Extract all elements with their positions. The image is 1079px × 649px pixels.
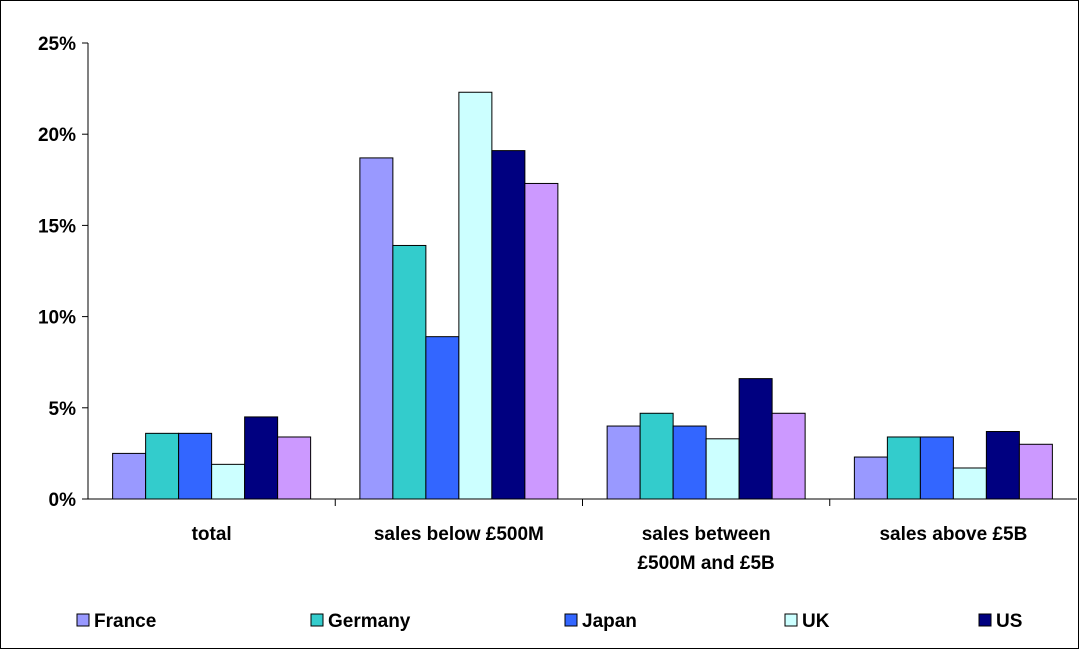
- legend-label-uk: UK: [802, 611, 830, 632]
- legend-label-japan: Japan: [582, 611, 637, 632]
- legend-swatch-us: [978, 613, 992, 627]
- bar-japan-1: [425, 336, 460, 500]
- bar-france-0: [112, 452, 147, 500]
- legend-swatch-france: [76, 613, 90, 627]
- bar-japan-0: [178, 432, 213, 500]
- category-label: sales above £5B: [879, 524, 1027, 545]
- axes-layer: [82, 42, 1077, 506]
- y-tick-label: 5%: [49, 399, 77, 420]
- bar-france-2: [606, 425, 641, 500]
- bar-us-3: [985, 431, 1020, 500]
- bar-japan-3: [919, 436, 954, 500]
- legend-swatch-uk: [784, 613, 798, 627]
- bar-series6-2: [771, 412, 806, 500]
- legend-label-france: France: [94, 611, 156, 632]
- bar-germany-2: [639, 412, 674, 500]
- category-label: £500M and £5B: [637, 553, 774, 574]
- legend-label-germany: Germany: [328, 611, 411, 632]
- bar-japan-2: [672, 425, 707, 500]
- bar-germany-0: [145, 432, 180, 500]
- category-label: sales below £500M: [374, 524, 544, 545]
- bar-uk-3: [952, 467, 987, 500]
- y-tick-label: 15%: [38, 216, 76, 237]
- bar-france-3: [853, 456, 888, 500]
- bar-uk-1: [458, 91, 493, 500]
- bar-germany-3: [886, 436, 921, 500]
- bar-series6-3: [1018, 443, 1053, 500]
- bar-series6-1: [524, 182, 559, 500]
- legend-swatch-germany: [310, 613, 324, 627]
- y-tick-label: 25%: [38, 34, 76, 55]
- bar-uk-0: [211, 463, 246, 500]
- category-labels: total sales below £500M sales between £500M…: [192, 524, 1028, 574]
- bar-uk-2: [705, 438, 740, 500]
- category-label: total: [192, 524, 232, 545]
- bar-us-2: [738, 378, 773, 500]
- legend-swatch-japan: [564, 613, 578, 627]
- legend: France Germany Japan UK US: [76, 611, 1022, 632]
- bar-france-1: [359, 157, 394, 500]
- y-tick-label: 0%: [49, 490, 77, 511]
- bars-layer: [112, 91, 1053, 500]
- y-tick-label: 10%: [38, 308, 76, 329]
- y-tick-labels: 0% 5% 10% 15% 20% 25%: [38, 34, 76, 511]
- bar-series6-0: [277, 436, 312, 500]
- bar-us-0: [244, 416, 279, 500]
- legend-label-us: US: [996, 611, 1022, 632]
- y-tick-label: 20%: [38, 125, 76, 146]
- bar-us-1: [491, 150, 526, 500]
- bar-germany-1: [392, 244, 427, 500]
- category-label: sales between: [642, 524, 771, 545]
